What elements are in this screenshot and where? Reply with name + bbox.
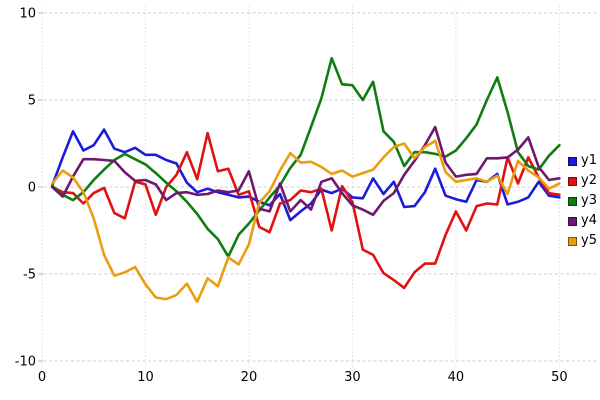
legend-swatch-y1 (568, 156, 578, 166)
legend-item-y1: y1 (568, 151, 597, 171)
legend-item-y5: y5 (568, 231, 597, 251)
legend-label: y3 (581, 193, 597, 208)
legend-label: y4 (581, 213, 597, 228)
series-line-y5 (50, 139, 561, 304)
legend-swatch-y3 (568, 196, 578, 206)
y-tick-label: -5 (23, 268, 36, 283)
x-tick-label: 10 (137, 370, 154, 385)
x-tick-label: 30 (344, 370, 361, 385)
y-tick-label: 10 (19, 7, 36, 22)
x-tick-label: 20 (241, 370, 258, 385)
legend-swatch-y2 (568, 176, 578, 186)
legend-item-y3: y3 (568, 191, 597, 211)
y-tick-label: 0 (28, 181, 36, 196)
x-tick-label: 0 (38, 370, 46, 385)
series-line-y2 (50, 131, 561, 290)
x-tick-label: 50 (551, 370, 568, 385)
chart-legend: y1 y2 y3 y4 y5 (564, 149, 599, 253)
y-tick-label: -10 (15, 355, 36, 370)
legend-label: y1 (581, 153, 597, 168)
series-line-y3 (50, 56, 561, 258)
legend-label: y5 (581, 233, 597, 248)
series-line-y4 (50, 125, 561, 217)
legend-item-y2: y2 (568, 171, 597, 191)
legend-label: y2 (581, 173, 597, 188)
series-line-y1 (50, 128, 561, 222)
x-tick-label: 40 (448, 370, 465, 385)
y-tick-label: 5 (28, 94, 36, 109)
legend-swatch-y5 (568, 236, 578, 246)
legend-swatch-y4 (568, 216, 578, 226)
legend-item-y4: y4 (568, 211, 597, 231)
